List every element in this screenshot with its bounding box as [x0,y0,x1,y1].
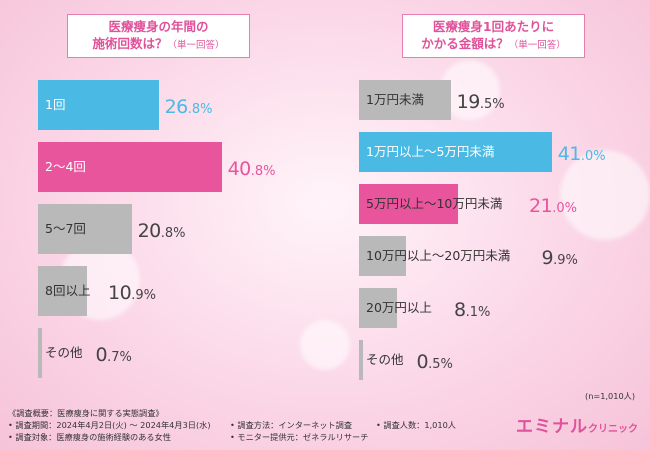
value-decimal: .1% [465,305,491,320]
survey-count: • 調査人数：1,010人 [376,420,456,430]
left-title-line1: 医療痩身の年間の [108,19,209,34]
sample-size-note: (n=1,010人) [585,391,636,401]
value-decimal: .8% [250,164,276,179]
bar [359,288,398,328]
right-title-line2: かかる金額は？ [421,36,509,51]
value-integer: 41 [557,143,582,165]
value-integer: 8 [454,299,466,321]
value-integer: 10 [108,282,132,304]
bar-row: 8回以上 10.9% [38,266,318,316]
right-title-note: （単一回答） [508,40,566,51]
clinic-logo: エミナルクリニック [516,412,638,437]
value-integer: 0 [95,344,108,366]
bar-row: 10万円以上〜20万円未満 9.9% [359,236,639,286]
value-label: 21.0% [529,184,577,224]
value-integer: 26 [164,96,189,118]
value-decimal: .9% [131,288,156,303]
category-label: 1万円未満 [366,92,424,107]
logo-sub: クリニック [588,424,638,435]
bar-row: 20万円以上 8.1% [359,288,639,338]
bar [38,142,222,192]
category-label: 1回 [45,97,66,112]
right-title-line1: 医療痩身1回あたりに [432,19,555,34]
left-title-note: （単一回答） [167,40,225,51]
value-decimal: .8% [160,226,186,241]
bar-row: 1回 26.8% [38,80,318,130]
right-bar-chart: 1万円未満 19.5% 1万円以上〜5万円未満 41.0% 5万円以上〜10万円未満 21… [359,80,639,390]
survey-provider: • モニター提供元：ゼネラルリサーチ [230,432,369,442]
category-label: 8回以上 [45,283,91,298]
value-decimal: .9% [553,253,578,268]
bar [38,328,42,378]
value-integer: 9 [541,247,554,269]
left-title-line2: 施術回数は？ [92,36,168,51]
value-decimal: .7% [107,350,132,365]
bar-row: 1万円以上〜5万円未満 41.0% [359,132,639,182]
value-integer: 40 [227,158,252,180]
value-label: 20.8% [138,204,186,254]
bar-row: その他 0.7% [38,328,318,378]
survey-overview: 《調査概要：医療痩身に関する実態調査》 [8,408,164,418]
category-label: 5〜7回 [45,221,86,236]
value-label: 0.5% [417,340,453,380]
value-label: 10.9% [108,266,156,316]
bar [38,80,159,130]
value-label: 40.8% [228,142,276,192]
value-decimal: .8% [187,102,213,117]
value-label: 9.9% [542,236,578,276]
bar [359,80,451,120]
value-label: 8.1% [454,288,490,328]
bar [359,184,458,224]
value-integer: 20 [137,220,162,242]
survey-target: • 調査対象：医療痩身の施術経験のある女性 [8,432,171,442]
bar-row: その他 0.5% [359,340,639,390]
bar-row: 5〜7回 20.8% [38,204,318,254]
value-decimal: .5% [428,357,453,372]
bar [359,132,552,172]
bar [359,236,406,276]
category-label: その他 [366,352,404,367]
value-decimal: .5% [479,97,505,112]
category-label: 2〜4回 [45,159,86,174]
value-decimal: .0% [580,149,606,164]
value-label: 26.8% [165,80,213,130]
left-bar-chart: 1回 26.8% 2〜4回 40.8% 5〜7回 20.8% 8回以上 10.9% その他 0.7… [38,80,318,390]
value-integer: 19 [456,91,481,113]
category-label: 20万円以上 [366,300,432,315]
value-label: 0.7% [96,328,132,378]
bar-row: 1万円未満 19.5% [359,80,639,130]
value-label: 41.0% [558,132,606,172]
category-label: その他 [45,345,83,360]
right-chart-title: 医療痩身1回あたりに かかる金額は？（単一回答） [402,14,585,58]
value-label: 19.5% [457,80,505,120]
bar [38,204,132,254]
bar-row: 2〜4回 40.8% [38,142,318,192]
value-decimal: .0% [552,201,577,216]
category-label: 10万円以上〜20万円未満 [366,248,511,263]
survey-period: • 調査期間：2024年4月2日(火) 〜 2024年4月3日(水) [8,420,211,430]
bar-row: 5万円以上〜10万円未満 21.0% [359,184,639,234]
logo-main: エミナル [516,417,588,437]
left-chart-title: 医療痩身の年間の 施術回数は？（単一回答） [67,14,250,58]
bar [38,266,88,316]
survey-method: • 調査方法：インターネット調査 [230,420,353,430]
value-integer: 21 [529,195,553,217]
bar [359,340,363,380]
value-integer: 0 [416,351,429,373]
category-label: 1万円以上〜5万円未満 [366,144,495,159]
category-label: 5万円以上〜10万円未満 [366,196,503,211]
